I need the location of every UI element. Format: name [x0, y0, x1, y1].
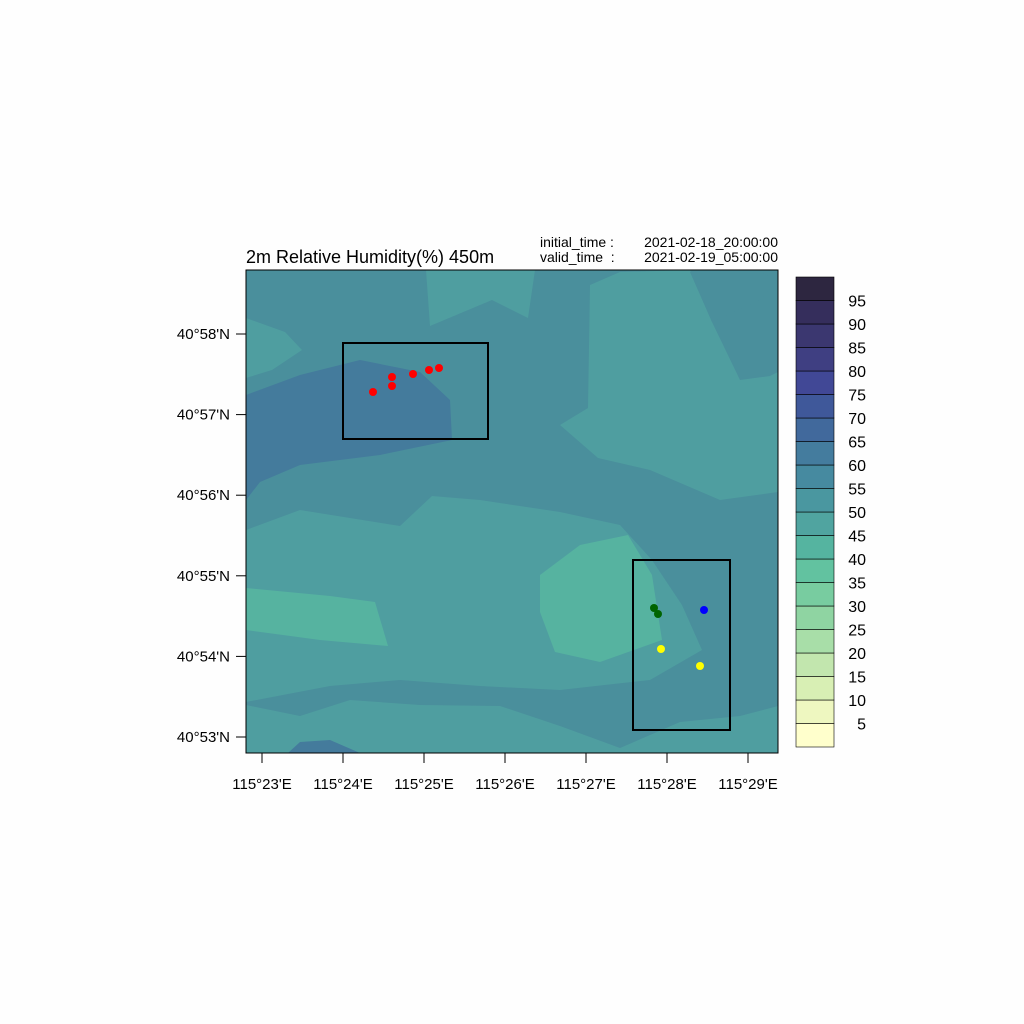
region-box	[342, 342, 489, 440]
colorbar-swatch	[795, 441, 835, 466]
station-marker	[700, 606, 708, 614]
lat-tick-label: 40°54'N	[177, 648, 230, 665]
colorbar-label: 15	[848, 670, 866, 687]
lon-tick-label: 115°29'E	[718, 776, 777, 793]
contour-fill	[288, 740, 360, 753]
colorbar-label: 75	[848, 388, 866, 405]
map-frame	[245, 269, 779, 754]
contour-fill	[246, 318, 302, 378]
colorbar-label: 65	[848, 435, 866, 452]
lon-tick-label: 115°27'E	[556, 776, 615, 793]
station-marker	[409, 370, 417, 378]
map-title: 2m Relative Humidity(%) 450m	[246, 247, 494, 267]
colorbar-swatch	[795, 535, 835, 560]
colorbar-swatch	[795, 558, 835, 583]
lon-tick-label: 115°24'E	[313, 776, 372, 793]
colorbar-label: 20	[848, 646, 866, 663]
colorbar-swatch	[795, 394, 835, 419]
colorbar-swatch	[795, 347, 835, 372]
colorbar-swatch	[795, 723, 835, 748]
colorbar-swatch	[795, 488, 835, 513]
lon-tick-label: 115°23'E	[232, 776, 291, 793]
station-marker	[654, 610, 662, 618]
lon-tick-label: 115°26'E	[475, 776, 534, 793]
colorbar-label: 10	[848, 693, 866, 710]
colorbar-label: 80	[848, 364, 866, 381]
contour-fill	[246, 700, 778, 753]
run-info-label: valid_time :	[540, 249, 615, 265]
contour-fill	[246, 360, 452, 500]
run-info-label: initial_time :	[540, 234, 614, 250]
lat-tick-label: 40°56'N	[177, 487, 230, 504]
region-box	[632, 559, 731, 731]
contour-fill	[690, 272, 778, 322]
station-marker	[657, 645, 665, 653]
lon-tick-label: 115°25'E	[394, 776, 453, 793]
colorbar-label: 95	[848, 294, 866, 311]
colorbar-label: 25	[848, 623, 866, 640]
axes: 40°58'N 40°57'N 40°56'N 40°55'N 40°54'N 40°53…	[177, 326, 778, 793]
colorbar-swatch	[795, 652, 835, 677]
colorbar-swatch	[795, 676, 835, 701]
colorbar-swatch	[795, 300, 835, 325]
contour-field	[246, 270, 778, 753]
contour-fill	[246, 588, 388, 646]
lat-tick-label: 40°55'N	[177, 568, 230, 585]
colorbar-label: 5	[857, 717, 866, 734]
colorbar: 5 10 15 20 25 30 35 40 45 50 55 60 65 70 75 80 85 90 95	[795, 276, 866, 748]
station-marker	[369, 388, 377, 396]
lon-tick-label: 115°28'E	[637, 776, 696, 793]
station-markers	[369, 364, 708, 670]
colorbar-swatch	[795, 629, 835, 654]
run-info: initial_time : 2021-02-18_20:00:00 valid_t…	[540, 234, 778, 265]
colorbar-swatch	[795, 276, 835, 301]
contour-fill	[426, 270, 535, 326]
contour-fill	[540, 535, 662, 662]
colorbar-label: 85	[848, 341, 866, 358]
station-marker	[388, 382, 396, 390]
colorbar-label: 35	[848, 576, 866, 593]
station-marker	[425, 366, 433, 374]
colorbar-label: 70	[848, 411, 866, 428]
station-marker	[650, 604, 658, 612]
colorbar-swatch	[795, 323, 835, 348]
colorbar-label: 30	[848, 599, 866, 616]
colorbar-swatch	[795, 370, 835, 395]
station-marker	[388, 373, 396, 381]
colorbar-label: 45	[848, 529, 866, 546]
colorbar-label: 50	[848, 505, 866, 522]
lat-tick-label: 40°57'N	[177, 407, 230, 424]
colorbar-swatch	[795, 605, 835, 630]
station-marker	[696, 662, 704, 670]
run-info-value: 2021-02-18_20:00:00	[644, 234, 778, 250]
contour-fill	[560, 270, 778, 500]
lat-tick-label: 40°58'N	[177, 326, 230, 343]
lat-tick-label: 40°53'N	[177, 729, 230, 746]
colorbar-swatch	[795, 417, 835, 442]
colorbar-swatch	[795, 511, 835, 536]
station-marker	[435, 364, 443, 372]
colorbar-label: 40	[848, 552, 866, 569]
colorbar-label: 55	[848, 482, 866, 499]
colorbar-swatch	[795, 582, 835, 607]
colorbar-swatch	[795, 699, 835, 724]
run-info-value: 2021-02-19_05:00:00	[644, 249, 778, 265]
colorbar-label: 90	[848, 317, 866, 334]
colorbar-label: 60	[848, 458, 866, 475]
colorbar-swatch	[795, 464, 835, 489]
